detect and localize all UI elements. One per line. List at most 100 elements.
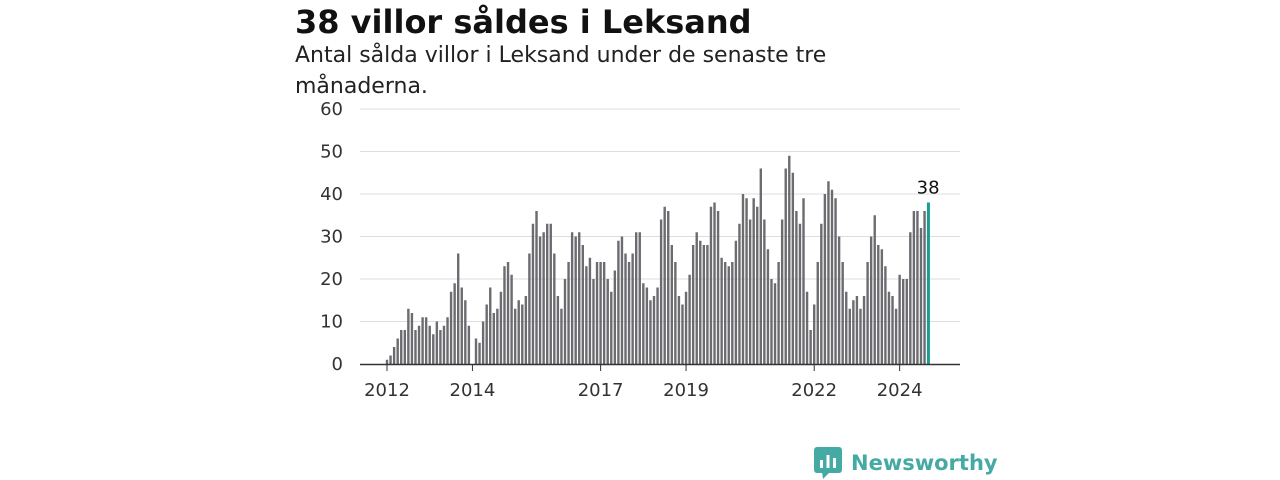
bar xyxy=(428,325,431,364)
x-tick-label: 2022 xyxy=(791,380,837,401)
bar xyxy=(802,198,805,364)
bar xyxy=(592,279,595,364)
bar xyxy=(684,291,688,364)
bar xyxy=(873,215,876,364)
bar xyxy=(610,291,613,364)
bar xyxy=(724,262,727,364)
bar xyxy=(531,223,535,364)
bar xyxy=(524,296,528,364)
bar xyxy=(656,287,659,364)
bar xyxy=(770,279,773,364)
bar xyxy=(546,223,549,364)
bar xyxy=(385,359,389,364)
bar xyxy=(667,211,670,364)
bar xyxy=(709,206,713,364)
chart-title: 38 villor såldes i Leksand xyxy=(295,3,752,41)
bar xyxy=(464,300,467,364)
bar xyxy=(432,334,435,364)
bar xyxy=(513,308,517,364)
bar xyxy=(880,249,884,364)
bar xyxy=(606,279,609,364)
chart-subtitle: Antal sålda villor i Leksand under de se… xyxy=(295,43,827,99)
bar xyxy=(681,304,684,364)
bar xyxy=(720,257,723,364)
bar xyxy=(474,338,478,364)
bar xyxy=(763,219,766,364)
bar xyxy=(727,266,730,364)
brand-name[interactable]: Newsworthy xyxy=(851,451,998,475)
bar xyxy=(688,274,691,364)
bar xyxy=(578,232,581,364)
bar xyxy=(435,321,439,364)
bar xyxy=(663,206,666,364)
bar xyxy=(752,198,755,364)
bar xyxy=(414,330,417,364)
bar xyxy=(748,219,752,364)
bar xyxy=(866,262,869,364)
bar xyxy=(820,223,823,364)
labels-layer: 0 10 20 30 40 50 60 38 2012 2014 2017 2019 2022 2024 xyxy=(320,99,960,401)
y-tick-label: 30 xyxy=(320,227,343,248)
bar xyxy=(517,300,520,364)
bar xyxy=(713,202,716,364)
bar xyxy=(642,283,645,364)
bar xyxy=(442,325,446,364)
x-tick-label: 2024 xyxy=(877,380,923,401)
bar xyxy=(510,274,513,364)
bar xyxy=(467,325,471,364)
newsworthy-logo-icon xyxy=(814,447,842,479)
bar xyxy=(852,300,855,364)
bar xyxy=(784,168,787,364)
bar xyxy=(652,296,656,364)
bar xyxy=(538,236,542,364)
bar xyxy=(581,245,584,364)
bar xyxy=(624,253,627,364)
bar xyxy=(595,262,599,364)
bar xyxy=(805,291,809,364)
bar xyxy=(699,240,702,364)
bar xyxy=(809,330,812,364)
bar xyxy=(631,253,634,364)
y-tick-label: 10 xyxy=(320,312,343,333)
bar xyxy=(499,291,503,364)
bar xyxy=(798,223,802,364)
bar xyxy=(449,291,453,364)
bar xyxy=(549,223,552,364)
bar xyxy=(617,240,620,364)
bar xyxy=(670,245,673,364)
bar xyxy=(478,342,481,364)
bar xyxy=(535,211,538,364)
bar xyxy=(731,262,734,364)
bar xyxy=(521,304,524,364)
bar xyxy=(481,321,485,364)
highlight-value-label: 38 xyxy=(917,178,940,199)
bar xyxy=(773,283,777,364)
bar xyxy=(902,279,905,364)
bar xyxy=(602,262,606,364)
bar xyxy=(919,228,923,364)
bar xyxy=(695,232,698,364)
bar xyxy=(638,232,641,364)
bar xyxy=(894,308,898,364)
bar xyxy=(756,206,759,364)
brand[interactable]: Newsworthy xyxy=(814,446,998,480)
bar xyxy=(556,296,560,364)
bar xyxy=(691,245,695,364)
bar xyxy=(659,219,663,364)
bar xyxy=(905,279,908,364)
y-tick-label: 40 xyxy=(320,184,343,205)
y-tick-label: 50 xyxy=(320,142,343,163)
bar xyxy=(620,236,624,364)
bar xyxy=(389,355,392,364)
x-tick-label: 2017 xyxy=(578,380,624,401)
bar xyxy=(627,262,631,364)
bar xyxy=(645,287,649,364)
bar xyxy=(649,300,652,364)
bar xyxy=(403,330,406,364)
bars-layer xyxy=(385,155,930,364)
bar xyxy=(887,291,891,364)
bar xyxy=(745,198,748,364)
bar xyxy=(869,236,873,364)
bar xyxy=(716,211,720,364)
y-tick-label: 20 xyxy=(320,269,343,290)
